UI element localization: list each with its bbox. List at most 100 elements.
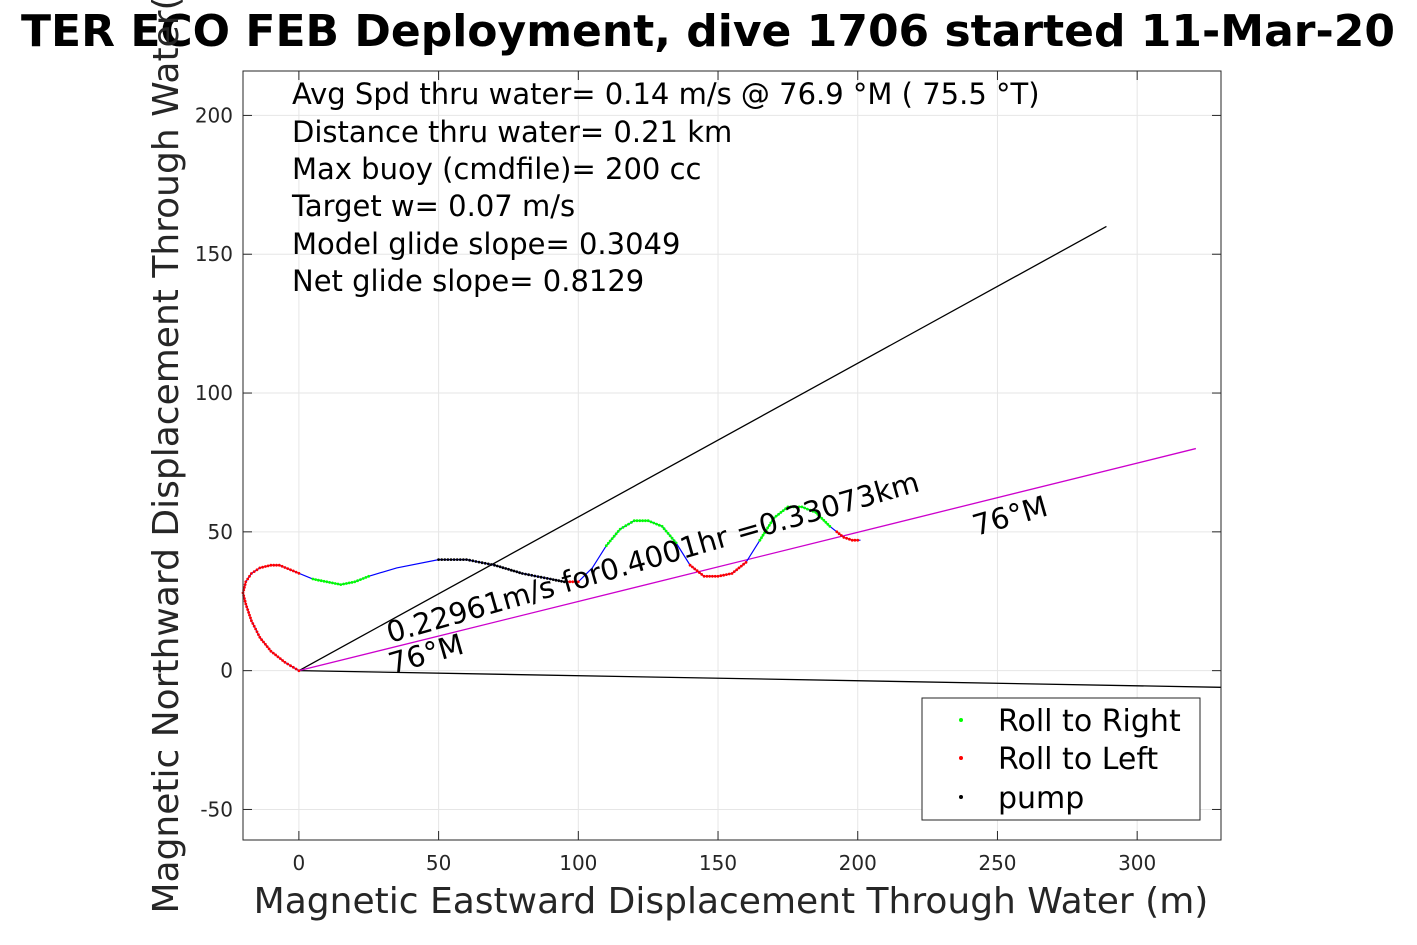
roll-right-marker bbox=[786, 505, 790, 509]
pump-marker bbox=[483, 561, 487, 565]
roll-left-marker bbox=[722, 573, 725, 577]
roll-right-marker bbox=[644, 519, 647, 523]
roll-left-marker bbox=[294, 667, 298, 671]
roll-left-marker bbox=[250, 572, 253, 575]
roll-left-marker bbox=[691, 565, 694, 569]
pump-marker bbox=[493, 563, 496, 567]
roll-right-marker bbox=[325, 580, 329, 584]
roll-left-marker bbox=[835, 530, 839, 534]
roll-right-marker bbox=[666, 532, 670, 535]
roll-right-marker bbox=[800, 505, 804, 509]
roll-right-marker bbox=[618, 527, 622, 531]
roll-left-marker bbox=[727, 572, 731, 576]
x-tick-label: 150 bbox=[699, 851, 737, 875]
roll-right-marker bbox=[632, 519, 636, 523]
roll-left-marker bbox=[280, 564, 284, 568]
x-tick-label: 0 bbox=[293, 851, 306, 875]
pump-marker bbox=[471, 559, 475, 563]
roll-left-marker bbox=[248, 574, 251, 578]
roll-left-marker bbox=[286, 662, 290, 666]
legend-box bbox=[921, 697, 1201, 821]
roll-right-marker bbox=[630, 521, 633, 524]
roll-left-marker bbox=[252, 624, 256, 628]
pump-marker bbox=[490, 563, 493, 566]
pump-marker bbox=[437, 558, 440, 561]
roll-left-marker bbox=[265, 645, 269, 648]
y-tick-label: 50 bbox=[208, 520, 233, 544]
roll-right-marker bbox=[606, 541, 610, 545]
roll-right-marker bbox=[784, 507, 787, 511]
roll-right-marker bbox=[367, 574, 371, 578]
legend-marker-roll-left bbox=[959, 756, 963, 760]
roll-left-marker bbox=[716, 574, 720, 578]
roll-left-marker bbox=[732, 570, 736, 573]
y-tick-label: 200 bbox=[195, 103, 233, 127]
roll-left-marker bbox=[283, 566, 287, 569]
roll-right-marker bbox=[763, 531, 766, 535]
roll-left-marker bbox=[255, 630, 259, 634]
roll-right-marker bbox=[638, 519, 642, 523]
pump-marker bbox=[474, 560, 478, 563]
roll-left-marker bbox=[251, 622, 255, 625]
roll-left-marker bbox=[711, 574, 714, 578]
pump-marker bbox=[452, 558, 456, 561]
roll-left-marker bbox=[700, 573, 704, 576]
roll-right-marker bbox=[662, 527, 666, 531]
roll-right-marker bbox=[822, 518, 826, 522]
roll-right-marker bbox=[794, 505, 798, 509]
roll-left-marker bbox=[276, 655, 280, 659]
pump-marker bbox=[446, 558, 450, 561]
pump-marker bbox=[507, 567, 510, 571]
roll-left-marker bbox=[260, 638, 263, 642]
roll-right-marker bbox=[649, 520, 653, 524]
roll-right-marker bbox=[331, 581, 334, 585]
pump-marker bbox=[458, 558, 462, 561]
pump-marker bbox=[455, 558, 459, 561]
roll-right-marker bbox=[811, 509, 815, 513]
annotation-net-glide: Net glide slope= 0.8129 bbox=[292, 264, 644, 298]
roll-right-marker bbox=[614, 532, 618, 536]
pump-marker bbox=[549, 577, 552, 581]
roll-right-marker bbox=[774, 514, 778, 518]
roll-left-marker bbox=[262, 640, 265, 644]
roll-left-marker bbox=[266, 564, 270, 568]
roll-right-marker bbox=[657, 523, 661, 527]
pump-marker bbox=[440, 558, 444, 561]
roll-left-marker bbox=[695, 569, 699, 573]
roll-right-marker bbox=[347, 581, 351, 585]
pump-marker bbox=[562, 580, 566, 584]
roll-right-marker bbox=[655, 522, 658, 526]
roll-left-marker bbox=[269, 649, 273, 653]
chart-title: TER ECO FEB Deployment, dive 1706 starte… bbox=[21, 6, 1395, 57]
roll-left-marker bbox=[297, 571, 301, 575]
roll-right-marker bbox=[328, 581, 331, 584]
roll-left-marker bbox=[269, 563, 273, 567]
roll-left-marker bbox=[845, 536, 848, 540]
roll-left-marker bbox=[243, 583, 247, 586]
roll-right-marker bbox=[772, 516, 776, 520]
roll-left-marker bbox=[713, 574, 717, 578]
y-tick-label: 150 bbox=[195, 242, 233, 266]
pump-marker bbox=[530, 573, 534, 577]
roll-right-marker bbox=[777, 512, 780, 516]
roll-right-marker bbox=[769, 521, 773, 525]
x-tick-label: 50 bbox=[426, 851, 451, 875]
roll-left-marker bbox=[698, 571, 701, 574]
roll-left-marker bbox=[257, 633, 260, 636]
roll-left-marker bbox=[705, 574, 709, 578]
x-tick-label: 250 bbox=[978, 851, 1016, 875]
roll-right-marker bbox=[333, 582, 337, 585]
roll-left-marker bbox=[274, 653, 277, 657]
roll-left-marker bbox=[850, 538, 854, 542]
roll-left-marker bbox=[264, 565, 267, 568]
roll-left-marker bbox=[278, 657, 282, 660]
roll-right-marker bbox=[336, 582, 340, 586]
pump-marker bbox=[498, 565, 502, 569]
roll-left-marker bbox=[565, 580, 569, 584]
roll-right-marker bbox=[668, 534, 672, 538]
roll-right-marker bbox=[353, 580, 357, 584]
pump-marker bbox=[495, 564, 499, 568]
roll-right-marker bbox=[646, 519, 650, 523]
roll-left-marker bbox=[576, 580, 580, 584]
pump-marker bbox=[524, 572, 527, 576]
